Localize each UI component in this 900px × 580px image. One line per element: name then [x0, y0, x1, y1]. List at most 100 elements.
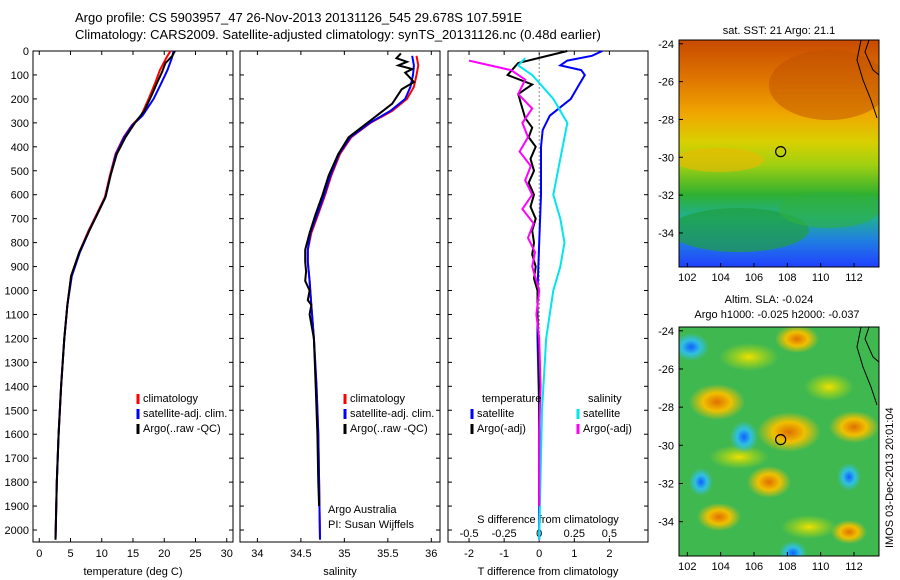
- x-axis-label: temperature (deg C): [83, 566, 182, 578]
- x-tick-label: 1: [571, 548, 577, 560]
- sla-blob: [730, 421, 758, 453]
- imos-watermark: IMOS 03-Dec-2013 20:01:04: [884, 407, 896, 548]
- map-y-tick-label: -30: [658, 440, 674, 452]
- series-line-1: [536, 50, 603, 540]
- depth-tick-label: 1400: [5, 381, 29, 393]
- depth-tick-label: 1000: [5, 286, 29, 298]
- sla-blob: [709, 445, 769, 469]
- x-tick-label: 20: [158, 548, 170, 560]
- depth-tick-label: 800: [11, 238, 29, 250]
- depth-tick-label: 200: [11, 94, 29, 106]
- map-panel-1: 102 104 106 108 110 112 -24 -26 -28 -30 -32 -34 sat.…: [658, 25, 880, 284]
- map-frame: [678, 326, 880, 557]
- legend-label: satellite-adj. clim.: [143, 408, 227, 420]
- x-axis-label: salinity: [323, 566, 357, 578]
- secondary-tick-label: 0.25: [564, 528, 585, 540]
- map-field: [679, 327, 879, 556]
- legend-label: climatology: [143, 393, 199, 405]
- profile-panel-3: -2 -1 0 1 2 T difference from climatology -0.5…: [447, 50, 649, 578]
- depth-tick-label: 1200: [5, 333, 29, 345]
- x-tick-label: 30: [221, 548, 233, 560]
- x-tick-label: 36: [425, 548, 437, 560]
- depth-tick-label: 1500: [5, 405, 29, 417]
- sla-blob: [689, 384, 745, 420]
- sla-blob: [697, 503, 741, 531]
- x-tick-label: -1: [499, 548, 509, 560]
- sst-patch: [679, 208, 809, 252]
- sla-blob: [679, 333, 709, 361]
- depth-tick-label: 1900: [5, 501, 29, 513]
- map-x-tick-label: 102: [678, 561, 696, 573]
- x-tick-label: 5: [67, 548, 73, 560]
- annotation-text: PI: Susan Wijffels: [328, 519, 414, 531]
- x-tick-label: -2: [464, 548, 474, 560]
- annotation-text: Argo Australia: [328, 504, 397, 516]
- x-tick-label: 0: [36, 548, 42, 560]
- sla-blob: [781, 515, 837, 539]
- secondary-tick-label: 0.5: [602, 528, 617, 540]
- sla-blob: [804, 373, 854, 401]
- x-tick-label: 2: [606, 548, 612, 560]
- map-y-tick-label: -26: [658, 364, 674, 376]
- depth-tick-label: 400: [11, 142, 29, 154]
- sla-blob: [689, 468, 713, 496]
- depth-tick-label: 700: [11, 214, 29, 226]
- x-tick-label: 35: [338, 548, 350, 560]
- map-y-tick-label: -34: [658, 517, 674, 529]
- series-line-3: [304, 52, 416, 507]
- map-x-tick-label: 110: [812, 272, 830, 284]
- map-x-tick-label: 108: [778, 272, 796, 284]
- map-x-tick-label: 106: [745, 272, 763, 284]
- x-tick-label: 15: [127, 548, 139, 560]
- depth-tick-label: 0: [23, 46, 29, 58]
- sst-patch: [769, 50, 879, 120]
- legend-label: satellite: [477, 408, 514, 420]
- map-x-tick-label: 110: [812, 561, 830, 573]
- x-tick-label: 35.5: [377, 548, 398, 560]
- map-y-tick-label: -24: [658, 326, 674, 338]
- map-x-tick-label: 102: [678, 272, 696, 284]
- map-y-tick-label: -26: [658, 77, 674, 89]
- legend-label: Argo(..raw -QC): [350, 423, 428, 435]
- panel-frame: [447, 50, 649, 543]
- legend-heading: salinity: [588, 393, 622, 405]
- map-panel-2: 102 104 106 108 110 112 -24 -26 -28 -30 -32 -34 Alti…: [658, 294, 880, 573]
- panel-frame: [239, 50, 441, 543]
- map-x-tick-label: 106: [745, 561, 763, 573]
- secondary-axis-label: S difference from climatology: [477, 514, 619, 526]
- map-field: [679, 40, 879, 267]
- depth-tick-label: 1700: [5, 453, 29, 465]
- depth-tick-label: 1600: [5, 429, 29, 441]
- depth-tick-label: 600: [11, 190, 29, 202]
- map-y-tick-label: -32: [658, 190, 674, 202]
- x-tick-label: 0: [536, 548, 542, 560]
- legend-label: satellite: [583, 408, 620, 420]
- legend-label: Argo(-adj): [477, 423, 526, 435]
- sla-blob: [829, 411, 879, 443]
- map-x-tick-label: 104: [711, 272, 729, 284]
- depth-tick-label: 300: [11, 118, 29, 130]
- coastline: [856, 327, 879, 406]
- series-line-3: [516, 57, 569, 540]
- x-tick-label: 25: [189, 548, 201, 560]
- depth-tick-label: 2000: [5, 525, 29, 537]
- legend-label: Argo(-adj): [583, 423, 632, 435]
- sla-blob: [747, 466, 791, 498]
- depth-tick-label: 1300: [5, 357, 29, 369]
- depth-tick-label: 1800: [5, 477, 29, 489]
- argo-position-marker: [775, 146, 787, 158]
- secondary-tick-label: -0.5: [460, 528, 479, 540]
- x-tick-label: 34.5: [290, 548, 311, 560]
- series-line-4: [468, 59, 542, 507]
- sla-blob: [719, 343, 779, 371]
- map-y-tick-label: -34: [658, 228, 674, 240]
- sla-blob: [779, 541, 807, 556]
- sst-patch: [779, 192, 879, 228]
- map-y-tick-label: -28: [658, 114, 674, 126]
- map-x-tick-label: 112: [845, 561, 863, 573]
- legend-label: climatology: [350, 393, 406, 405]
- map-y-tick-label: -28: [658, 402, 674, 414]
- profile-panel-2: 34 34.5 35 35.5 36 salinity climatology satelli…: [239, 50, 441, 578]
- map-y-tick-label: -30: [658, 152, 674, 164]
- legend-heading: temperature: [482, 393, 541, 405]
